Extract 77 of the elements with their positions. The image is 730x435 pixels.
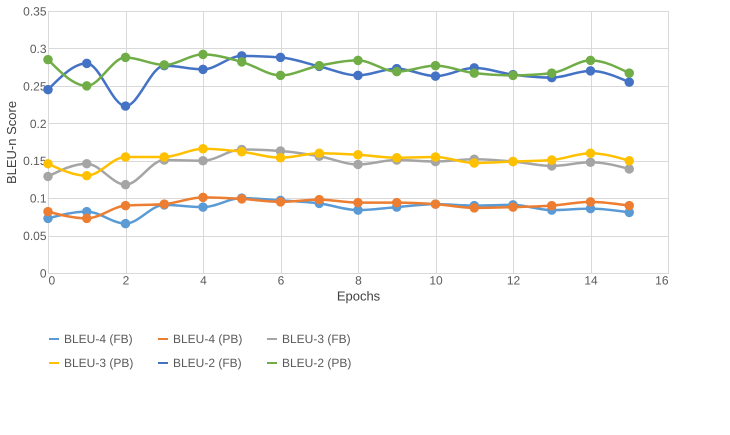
point <box>82 158 92 168</box>
point <box>586 56 596 66</box>
x-tick-label: 8 <box>355 274 362 288</box>
point <box>624 68 634 78</box>
point <box>82 214 92 224</box>
point <box>82 58 92 68</box>
legend-label: BLEU-2 (PB) <box>282 356 352 370</box>
legend-label: BLEU-2 (FB) <box>173 356 242 370</box>
point <box>120 101 130 111</box>
point <box>314 148 324 158</box>
y-tick-label: 0.05 <box>23 229 47 244</box>
point <box>198 144 208 154</box>
x-tick-label: 4 <box>200 274 208 288</box>
point <box>430 71 440 81</box>
point <box>120 52 130 62</box>
point <box>586 66 596 76</box>
point <box>82 170 92 180</box>
point <box>353 56 363 66</box>
point <box>43 172 53 182</box>
y-tick-label: 0.1 <box>30 192 47 206</box>
legend-label: BLEU-4 (FB) <box>64 332 133 346</box>
point <box>392 198 402 208</box>
point <box>353 150 363 160</box>
point <box>353 160 363 170</box>
legend-label: BLEU-4 (PB) <box>173 332 242 346</box>
x-tick-label: 14 <box>584 274 598 288</box>
legend-label: BLEU-3 (PB) <box>64 356 134 370</box>
y-tick-label: 0.2 <box>30 116 47 131</box>
point <box>392 152 402 162</box>
point <box>198 192 208 202</box>
x-tick-label: 0 <box>48 274 56 288</box>
point <box>624 156 634 166</box>
point <box>586 148 596 158</box>
point <box>470 158 479 168</box>
point <box>120 180 130 190</box>
point <box>624 200 634 210</box>
legend-label: BLEU-3 (FB) <box>282 332 351 346</box>
point <box>547 68 556 78</box>
point <box>430 152 440 162</box>
point <box>120 200 130 210</box>
point <box>547 155 556 165</box>
point <box>392 66 402 76</box>
point <box>198 156 208 166</box>
point <box>624 77 634 87</box>
point <box>198 202 208 212</box>
x-axis-title: Epochs <box>336 288 381 304</box>
y-tick-label: 0.35 <box>23 4 47 18</box>
point <box>586 157 596 167</box>
point <box>276 52 286 62</box>
x-tick-label: 16 <box>655 274 669 288</box>
x-tick-label: 12 <box>506 274 520 288</box>
point <box>160 152 169 162</box>
x-tick-label: 10 <box>429 274 443 288</box>
point <box>120 218 130 228</box>
point <box>430 60 440 70</box>
point <box>314 194 324 204</box>
point <box>198 50 208 60</box>
point <box>276 152 286 162</box>
point <box>43 206 53 216</box>
point <box>353 70 363 80</box>
point <box>237 147 246 156</box>
point <box>82 81 92 91</box>
point <box>353 198 363 208</box>
x-tick-label: 2 <box>122 274 130 288</box>
x-tick-label: 6 <box>278 274 285 288</box>
y-axis-title: BLEU-n Score <box>4 100 20 184</box>
point <box>624 164 634 174</box>
point <box>43 54 53 64</box>
point <box>470 203 479 213</box>
point <box>586 197 596 207</box>
point <box>198 64 208 74</box>
point <box>120 152 130 162</box>
point <box>547 200 556 210</box>
y-tick-label: 0.3 <box>30 42 47 56</box>
point <box>276 70 286 80</box>
point <box>237 57 246 67</box>
point <box>470 68 479 78</box>
